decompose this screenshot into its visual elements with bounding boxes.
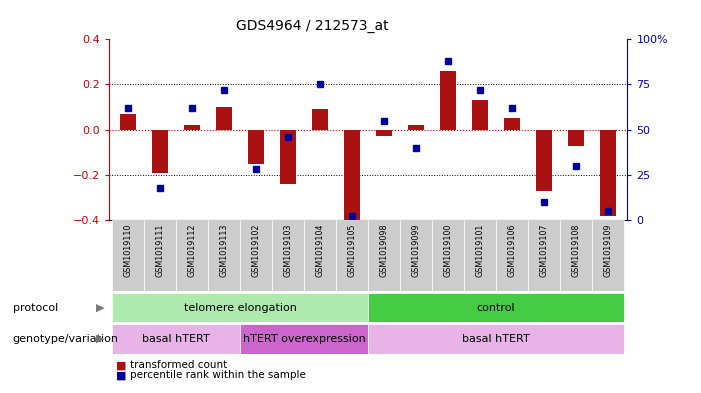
Text: protocol: protocol bbox=[13, 303, 58, 312]
Bar bbox=[240, 220, 272, 291]
Text: GSM1019098: GSM1019098 bbox=[379, 224, 388, 277]
Text: GSM1019101: GSM1019101 bbox=[475, 224, 484, 277]
Bar bbox=[152, 130, 168, 173]
Bar bbox=[208, 220, 240, 291]
Text: basal hTERT: basal hTERT bbox=[462, 334, 530, 344]
Bar bbox=[400, 220, 432, 291]
Bar bbox=[344, 130, 360, 220]
Text: percentile rank within the sample: percentile rank within the sample bbox=[130, 370, 306, 380]
Bar bbox=[592, 220, 624, 291]
Bar bbox=[408, 125, 424, 130]
Text: control: control bbox=[477, 303, 515, 312]
Bar bbox=[464, 220, 496, 291]
Bar bbox=[336, 220, 368, 291]
Text: GSM1019110: GSM1019110 bbox=[123, 224, 132, 277]
Bar bbox=[376, 130, 392, 136]
Text: transformed count: transformed count bbox=[130, 360, 227, 371]
Bar bbox=[600, 130, 616, 215]
Bar bbox=[112, 220, 144, 291]
Bar bbox=[112, 293, 368, 322]
Bar bbox=[440, 71, 456, 130]
Bar bbox=[144, 220, 176, 291]
Bar bbox=[312, 109, 328, 130]
Text: GSM1019108: GSM1019108 bbox=[571, 224, 580, 277]
Bar bbox=[432, 220, 464, 291]
Bar bbox=[368, 293, 624, 322]
Bar bbox=[216, 107, 232, 130]
Bar bbox=[536, 130, 552, 191]
Bar bbox=[272, 220, 304, 291]
Text: GSM1019109: GSM1019109 bbox=[604, 224, 613, 277]
Text: GSM1019103: GSM1019103 bbox=[283, 224, 292, 277]
Bar bbox=[560, 220, 592, 291]
Text: ▶: ▶ bbox=[96, 303, 104, 312]
Text: ■: ■ bbox=[116, 370, 126, 380]
Bar bbox=[280, 130, 296, 184]
Text: ▶: ▶ bbox=[96, 334, 104, 344]
Bar bbox=[120, 114, 136, 130]
Bar bbox=[176, 220, 208, 291]
Text: GSM1019113: GSM1019113 bbox=[219, 224, 229, 277]
Bar bbox=[368, 220, 400, 291]
Text: genotype/variation: genotype/variation bbox=[13, 334, 118, 344]
Text: GSM1019106: GSM1019106 bbox=[508, 224, 517, 277]
Text: GSM1019107: GSM1019107 bbox=[540, 224, 549, 277]
Text: GDS4964 / 212573_at: GDS4964 / 212573_at bbox=[236, 19, 388, 33]
Text: telomere elongation: telomere elongation bbox=[184, 303, 297, 312]
Bar bbox=[184, 125, 200, 130]
Text: GSM1019102: GSM1019102 bbox=[252, 224, 261, 277]
Text: GSM1019112: GSM1019112 bbox=[187, 224, 196, 277]
Bar bbox=[504, 118, 520, 130]
Bar bbox=[248, 130, 264, 163]
Text: ■: ■ bbox=[116, 360, 126, 371]
Text: GSM1019099: GSM1019099 bbox=[411, 224, 421, 277]
Bar bbox=[240, 324, 368, 354]
Text: GSM1019111: GSM1019111 bbox=[156, 224, 165, 277]
Bar bbox=[568, 130, 584, 145]
Text: GSM1019100: GSM1019100 bbox=[444, 224, 453, 277]
Bar bbox=[496, 220, 528, 291]
Text: hTERT overexpression: hTERT overexpression bbox=[243, 334, 365, 344]
Bar bbox=[112, 324, 240, 354]
Bar bbox=[368, 324, 624, 354]
Bar bbox=[472, 100, 488, 130]
Text: basal hTERT: basal hTERT bbox=[142, 334, 210, 344]
Bar bbox=[528, 220, 560, 291]
Text: GSM1019104: GSM1019104 bbox=[315, 224, 325, 277]
Text: GSM1019105: GSM1019105 bbox=[348, 224, 357, 277]
Bar bbox=[304, 220, 336, 291]
